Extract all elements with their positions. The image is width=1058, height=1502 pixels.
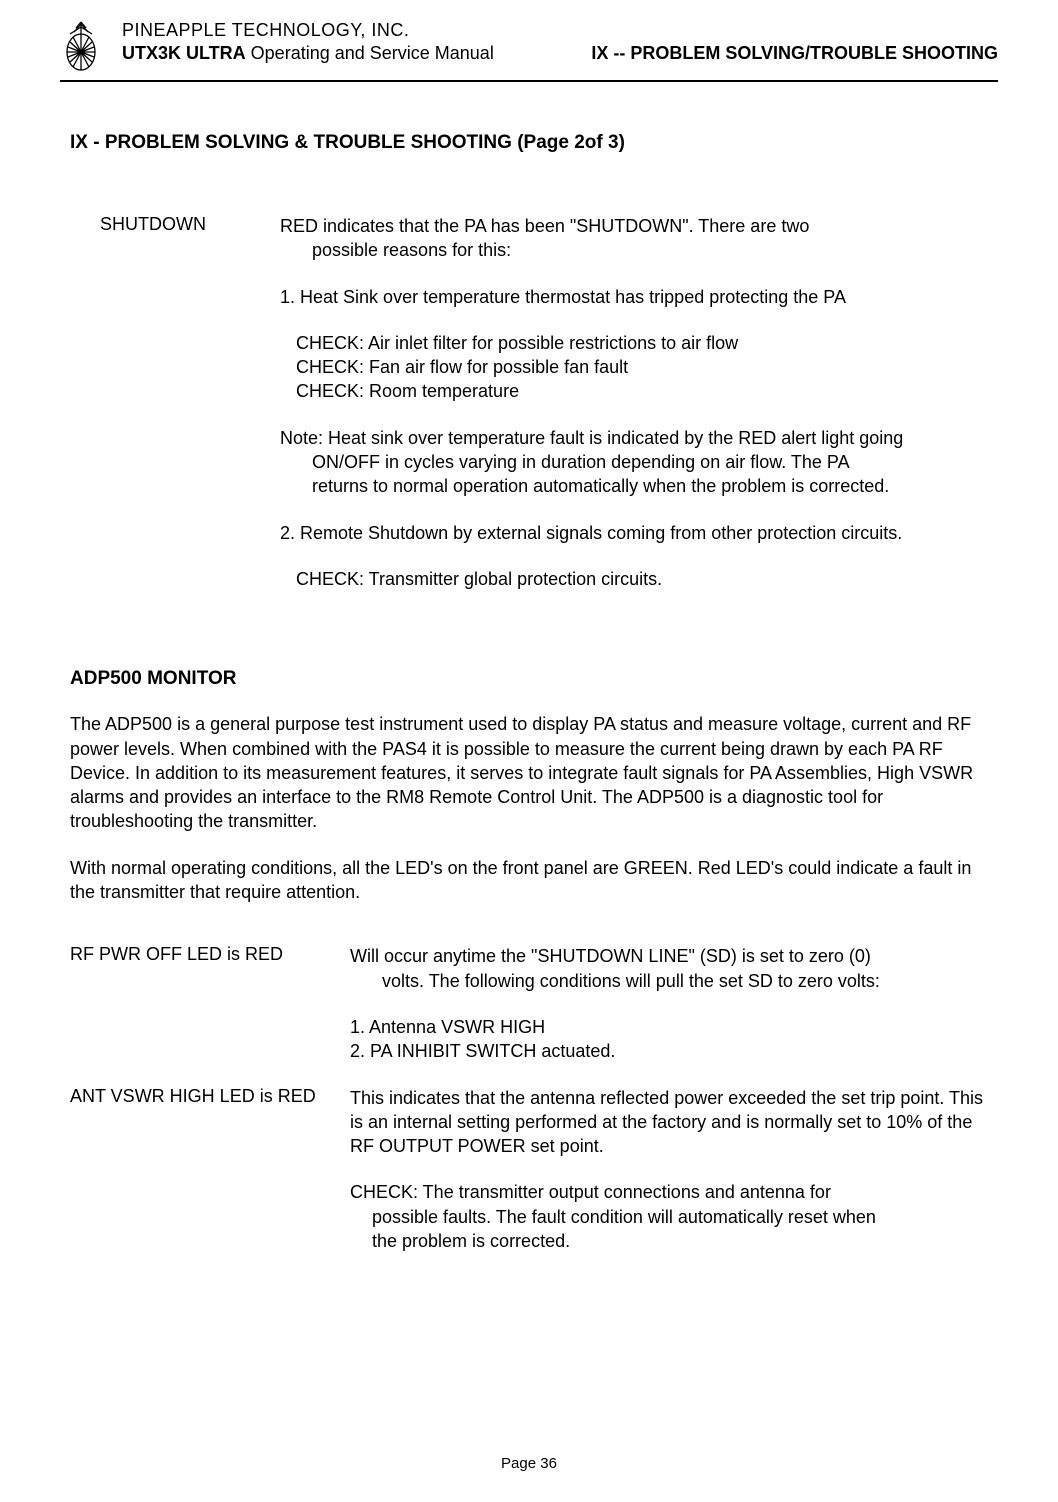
shutdown-description: RED indicates that the PA has been "SHUT… <box>280 214 998 613</box>
section-tag: IX -- PROBLEM SOLVING/TROUBLE SHOOTING <box>591 43 998 64</box>
page-title: IX - PROBLEM SOLVING & TROUBLE SHOOTING … <box>70 132 998 154</box>
rf-pwr-label: RF PWR OFF LED is RED <box>70 944 350 1063</box>
adp500-para1: The ADP500 is a general purpose test ins… <box>70 712 998 833</box>
ant-vswr-section: ANT VSWR HIGH LED is RED This indicates … <box>70 1086 998 1276</box>
company-name: PINEAPPLE TECHNOLOGY, INC. <box>122 20 998 41</box>
manual-title: UTX3K ULTRA Operating and Service Manual <box>122 43 494 64</box>
rf-pwr-section: RF PWR OFF LED is RED Will occur anytime… <box>70 944 998 1063</box>
adp500-heading: ADP500 MONITOR <box>70 668 998 690</box>
shutdown-section: SHUTDOWN RED indicates that the PA has b… <box>70 214 998 613</box>
shutdown-label: SHUTDOWN <box>70 214 280 613</box>
pineapple-logo-icon <box>60 20 102 72</box>
page-number: Page 36 <box>0 1455 1058 1472</box>
ant-vswr-label: ANT VSWR HIGH LED is RED <box>70 1086 350 1276</box>
ant-vswr-description: This indicates that the antenna reflecte… <box>350 1086 998 1276</box>
rf-pwr-description: Will occur anytime the "SHUTDOWN LINE" (… <box>350 944 998 1063</box>
page-header: PINEAPPLE TECHNOLOGY, INC. UTX3K ULTRA O… <box>60 20 998 82</box>
adp500-para2: With normal operating conditions, all th… <box>70 856 998 905</box>
